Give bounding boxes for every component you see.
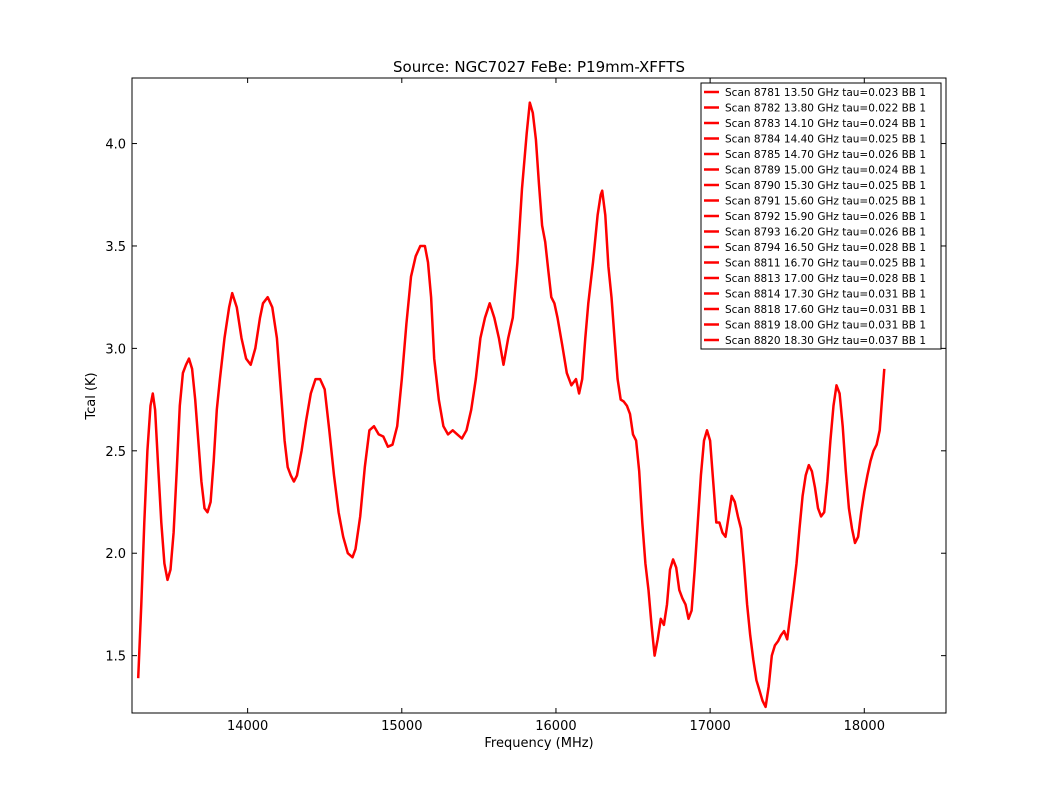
y-tick-label: 2.5 [105, 445, 126, 460]
y-tick-label: 4.0 [105, 138, 126, 153]
y-tick-label: 3.0 [105, 342, 126, 357]
legend-entry: Scan 8792 15.90 GHz tau=0.026 BB 1 [725, 211, 926, 223]
legend-entry: Scan 8781 13.50 GHz tau=0.023 BB 1 [725, 87, 926, 99]
series-line-0 [136, 101, 886, 709]
legend-entry: Scan 8819 18.00 GHz tau=0.031 BB 1 [725, 320, 926, 332]
x-tick-label: 14000 [227, 719, 268, 734]
y-tick-label: 1.5 [105, 650, 126, 665]
legend-entry: Scan 8814 17.30 GHz tau=0.031 BB 1 [725, 289, 926, 301]
x-axis-label: Frequency (MHz) [484, 736, 593, 751]
chart-title: Source: NGC7027 FeBe: P19mm-XFFTS [393, 58, 685, 76]
plot-area [136, 101, 886, 709]
y-tick-label: 3.5 [105, 240, 126, 255]
legend-entry: Scan 8818 17.60 GHz tau=0.031 BB 1 [725, 304, 926, 316]
legend-entry: Scan 8785 14.70 GHz tau=0.026 BB 1 [725, 149, 926, 161]
legend: Scan 8781 13.50 GHz tau=0.023 BB 1 Scan 8… [700, 82, 942, 350]
legend-box [700, 82, 942, 350]
x-tick-label: 16000 [535, 719, 576, 734]
legend-entry: Scan 8811 16.70 GHz tau=0.025 BB 1 [725, 258, 926, 270]
legend-entry: Scan 8794 16.50 GHz tau=0.028 BB 1 [725, 242, 926, 254]
plot-frame [131, 77, 947, 714]
x-tick-label: 17000 [689, 719, 730, 734]
x-tick-label: 18000 [844, 719, 885, 734]
legend-entry: Scan 8790 15.30 GHz tau=0.025 BB 1 [725, 180, 926, 192]
legend-entry: Scan 8791 15.60 GHz tau=0.025 BB 1 [725, 196, 926, 208]
legend-entry: Scan 8782 13.80 GHz tau=0.022 BB 1 [725, 103, 926, 115]
axis-ticks: 14000 15000 16000 17000 18000 1.5 2.0 2.5 3.0 3.5… [105, 78, 946, 734]
legend-entry: Scan 8813 17.00 GHz tau=0.028 BB 1 [725, 273, 926, 285]
legend-entry: Scan 8789 15.00 GHz tau=0.024 BB 1 [725, 165, 926, 177]
legend-entry: Scan 8783 14.10 GHz tau=0.024 BB 1 [725, 118, 926, 130]
legend-entry: Scan 8793 16.20 GHz tau=0.026 BB 1 [725, 227, 926, 239]
legend-entry: Scan 8820 18.30 GHz tau=0.037 BB 1 [725, 335, 926, 347]
y-tick-label: 2.0 [105, 547, 126, 562]
y-axis-label: Tcal (K) [84, 372, 99, 420]
legend-entry: Scan 8784 14.40 GHz tau=0.025 BB 1 [725, 134, 926, 146]
x-tick-label: 15000 [381, 719, 422, 734]
